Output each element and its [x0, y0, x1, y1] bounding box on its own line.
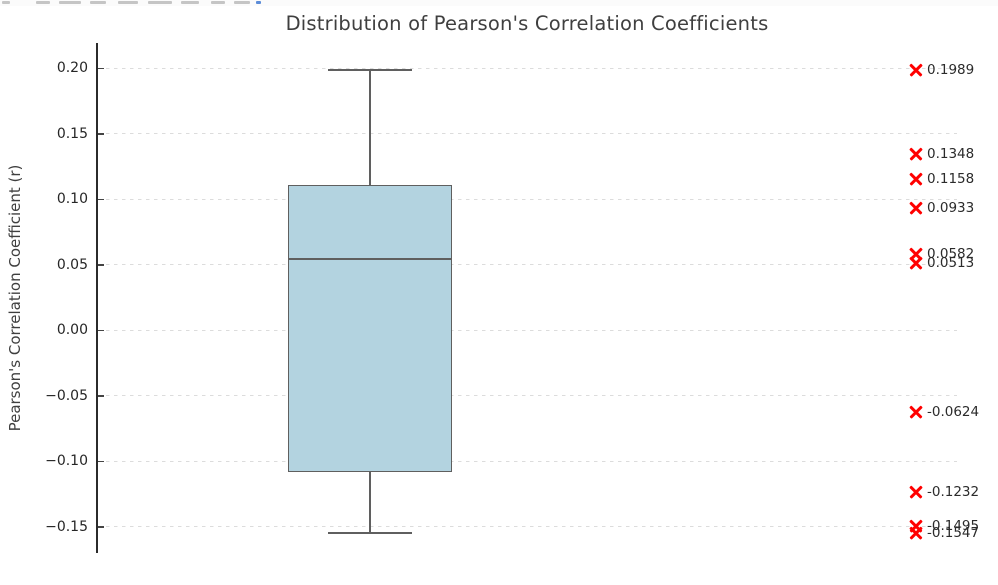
point-value-label: 0.1158 — [927, 170, 975, 187]
y-tick-label: 0.00 — [56, 322, 88, 339]
y-tick-label: −0.15 — [45, 518, 88, 535]
point-value-label: -0.1232 — [927, 483, 980, 500]
chart-title: Distribution of Pearson's Correlation Co… — [285, 12, 769, 35]
menu-item[interactable] — [181, 1, 199, 4]
x-marker — [909, 172, 922, 185]
menu-item[interactable] — [118, 1, 138, 4]
point-value-label: 0.1989 — [927, 61, 975, 78]
menu-item[interactable] — [59, 1, 81, 4]
menu-item[interactable] — [148, 1, 172, 4]
y-gridline — [98, 460, 957, 462]
x-marker — [909, 527, 922, 540]
menu-item[interactable] — [2, 1, 10, 4]
menu-item-active[interactable] — [256, 1, 261, 4]
y-tick-mark — [98, 67, 104, 70]
x-marker — [909, 485, 922, 498]
y-tick-label: 0.15 — [56, 125, 88, 142]
box-iqr — [288, 184, 452, 472]
lower-whisker-cap — [328, 532, 412, 534]
x-marker — [909, 406, 922, 419]
y-tick-mark — [98, 395, 104, 397]
point-value-label: 0.0513 — [927, 255, 975, 272]
point-value-label: -0.1495 — [927, 518, 980, 535]
y-gridline — [98, 264, 957, 266]
point-value-label: 0.0582 — [927, 246, 975, 263]
y-tick-label: −0.05 — [45, 387, 88, 404]
y-tick-mark — [98, 460, 104, 463]
y-axis-spine — [96, 43, 98, 553]
y-tick-label: 0.10 — [56, 191, 88, 208]
point-value-label: 0.0933 — [927, 200, 975, 217]
y-gridline — [98, 198, 957, 200]
lower-whisker — [369, 471, 371, 534]
y-tick-mark — [98, 264, 104, 266]
x-marker — [909, 147, 922, 160]
menu-bar[interactable] — [0, 0, 998, 6]
y-tick-mark — [98, 329, 104, 332]
y-gridline — [98, 526, 957, 528]
y-tick-mark — [98, 133, 104, 135]
y-tick-label: 0.05 — [56, 256, 88, 273]
upper-whisker-cap — [328, 68, 412, 71]
y-tick-label: −0.10 — [45, 453, 88, 470]
y-tick-mark — [98, 526, 104, 528]
point-value-label: -0.0624 — [927, 404, 980, 421]
x-marker — [909, 257, 922, 270]
y-gridline — [98, 395, 957, 397]
y-gridline — [98, 67, 957, 69]
x-marker — [909, 63, 922, 76]
y-gridline — [98, 329, 957, 331]
upper-whisker — [369, 69, 371, 185]
menu-item[interactable] — [234, 1, 250, 4]
x-marker — [909, 202, 922, 215]
menu-item[interactable] — [90, 1, 106, 4]
median-line — [288, 257, 452, 260]
point-value-label: 0.1348 — [927, 145, 975, 162]
y-tick-mark — [98, 198, 104, 201]
point-value-label: -0.1547 — [927, 525, 980, 542]
menu-item[interactable] — [36, 1, 50, 4]
y-gridline — [98, 133, 957, 135]
menu-item[interactable] — [211, 1, 225, 4]
y-tick-label: 0.20 — [56, 60, 88, 77]
